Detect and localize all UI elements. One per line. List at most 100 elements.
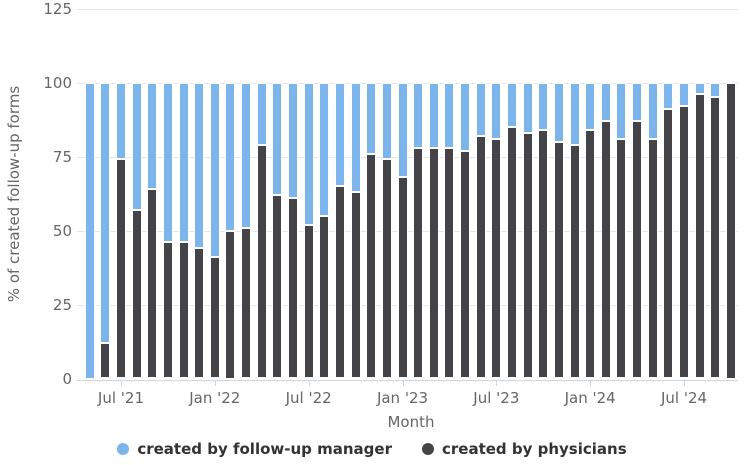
y-gridline (77, 156, 738, 158)
bar-segment-physicians (460, 150, 471, 379)
bar-segment-manager (710, 82, 721, 98)
bar-segment-manager (428, 82, 439, 148)
x-axis-tick (214, 380, 216, 386)
legend-item-follow-up-manager[interactable]: created by follow-up manager (117, 440, 392, 458)
x-axis-tick (590, 380, 592, 386)
bar-segment-physicians (647, 138, 658, 379)
bar-segment-manager (100, 82, 111, 343)
y-gridline (77, 230, 738, 232)
bar-segment-physicians (319, 215, 330, 379)
bar-segment-physicians (694, 94, 705, 379)
bar-segment-physicians (256, 144, 267, 379)
bar-segment-physicians (710, 97, 721, 379)
bar-segment-manager (553, 82, 564, 142)
bar-segment-physicians (303, 224, 314, 379)
bar-segment-physicians (632, 120, 643, 379)
bar-segment-manager (679, 82, 690, 107)
y-axis-title-wrap: % of created follow-up forms (2, 0, 26, 387)
bar-segment-manager (84, 82, 95, 379)
bar-segment-physicians (241, 227, 252, 379)
bar-segment-physicians (663, 109, 674, 379)
x-axis-tick (308, 380, 310, 386)
y-gridline (77, 82, 738, 84)
bar-segment-physicians (538, 129, 549, 379)
x-axis-tick (496, 380, 498, 386)
bar-segment-physicians (194, 248, 205, 379)
bar-segment-manager (460, 82, 471, 151)
bar-segment-manager (131, 82, 142, 210)
bar-segment-manager (491, 82, 502, 139)
x-axis-tick-label: Jul '23 (473, 388, 520, 407)
bar-segment-manager (147, 82, 158, 190)
x-axis-tick-label: Jan '24 (564, 388, 616, 407)
bar-segment-physicians (178, 242, 189, 379)
y-axis-tick-label: 100 (43, 73, 72, 92)
bar-segment-physicians (553, 141, 564, 379)
legend-item-physicians[interactable]: created by physicians (421, 440, 627, 458)
x-axis-tick-label: Jul '24 (660, 388, 708, 407)
bar-segment-manager (647, 82, 658, 139)
bar-segment-manager (178, 82, 189, 243)
bar-segment-manager (397, 82, 408, 178)
bar-segment-physicians (522, 132, 533, 379)
bar-segment-physicians (616, 138, 627, 379)
bar-segment-physicians (381, 159, 392, 379)
x-axis-tick-label: Jan '22 (189, 388, 241, 407)
bar-segment-physicians (209, 257, 220, 379)
bar-segment-manager (162, 82, 173, 243)
bar-segment-manager (115, 82, 126, 160)
bar-segment-physicians (569, 144, 580, 379)
bar-segment-manager (194, 82, 205, 249)
x-axis-line (77, 379, 738, 381)
bar-segment-manager (381, 82, 392, 160)
bar-segment-manager (350, 82, 361, 193)
bar-segment-physicians (131, 209, 142, 379)
bar-segment-physicians (413, 147, 424, 379)
bar-segment-physicians (100, 342, 111, 379)
y-axis-tick-label: 125 (43, 0, 72, 18)
bar-segment-manager (225, 82, 236, 231)
bar-segment-physicians (147, 189, 158, 379)
bar-segment-manager (319, 82, 330, 216)
x-axis-tick-label: Jan '23 (376, 388, 429, 407)
bar-segment-manager (303, 82, 314, 225)
y-gridline (77, 304, 738, 306)
x-axis-tick (684, 380, 686, 386)
legend-item-label: created by follow-up manager (137, 440, 392, 458)
bar-segment-physicians (428, 147, 439, 379)
x-axis-tick-label: Jul '21 (97, 388, 144, 407)
y-axis-tick-label: 50 (52, 221, 72, 240)
bar-segment-manager (694, 82, 705, 95)
bar-segment-physicians (115, 159, 126, 379)
bar-segment-physicians (288, 197, 299, 379)
bar-segment-physicians (444, 147, 455, 379)
bar-segment-physicians (272, 194, 283, 379)
bar-segment-manager (272, 82, 283, 195)
bar-segment-manager (522, 82, 533, 133)
bar-segment-physicians (491, 138, 502, 379)
legend-marker-circle-icon (117, 443, 130, 455)
legend: created by follow-up manager created by p… (0, 440, 744, 458)
bar-segment-physicians (475, 135, 486, 379)
y-axis-tick-label: 25 (52, 295, 72, 314)
bar-segment-manager (334, 82, 345, 187)
bar-segment-manager (256, 82, 267, 145)
bar-segment-manager (241, 82, 252, 228)
bar-segment-manager (475, 82, 486, 136)
bar-segment-manager (616, 82, 627, 139)
x-axis-tick-label: Jul '22 (285, 388, 332, 407)
x-axis-title: Month (387, 413, 435, 431)
legend-item-label: created by physicians (441, 440, 627, 458)
bar-segment-physicians (334, 186, 345, 379)
bar-segment-physicians (600, 120, 611, 379)
bar-segment-physicians (585, 129, 596, 379)
bar-segment-manager (506, 82, 517, 127)
bar-segment-physicians (350, 192, 361, 379)
x-axis-tick (120, 380, 122, 386)
bar-segment-physicians (725, 82, 736, 379)
bar-segment-manager (413, 82, 424, 148)
y-axis-tick-label: 75 (52, 147, 72, 166)
bar-segment-manager (366, 82, 377, 154)
bar-segment-physicians (679, 106, 690, 379)
